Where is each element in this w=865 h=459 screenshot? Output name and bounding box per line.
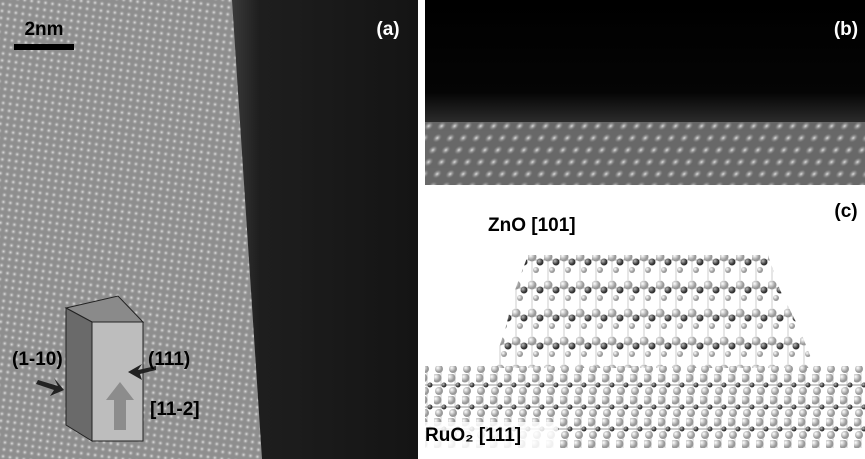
plane-label: (1-10) [12, 349, 63, 370]
structure-label: ZnO [101] [488, 215, 576, 236]
box-side [66, 308, 92, 441]
atom-rows [425, 122, 865, 185]
plane-label: (111) [148, 349, 190, 370]
zno-structure [492, 255, 815, 368]
vacuum-region [232, 0, 418, 459]
structure-label: RuO₂ [111] [425, 425, 521, 446]
direction-label: [11-2] [150, 399, 200, 420]
panel-label: (c) [834, 201, 857, 222]
figure: 2nm (a) (1-10) (111) [11-2] (b) (c) ZnO … [0, 0, 865, 459]
panel-label: (b) [834, 19, 858, 40]
scale-label: 2nm [24, 19, 63, 40]
panel-label: (a) [376, 19, 399, 40]
scale-bar [14, 44, 74, 50]
